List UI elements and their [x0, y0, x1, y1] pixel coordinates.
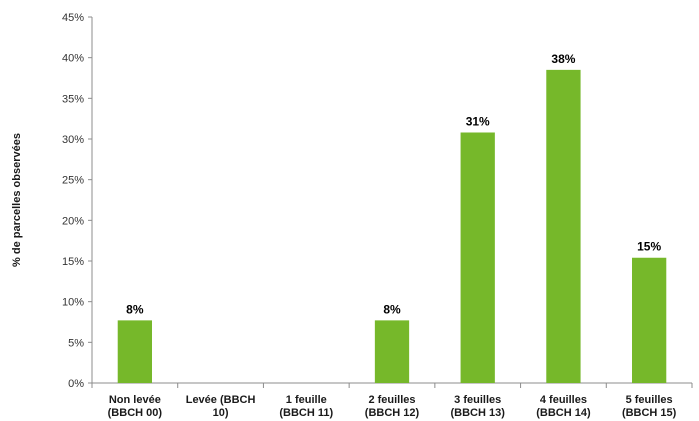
y-tick-label: 10% — [62, 297, 84, 309]
y-tick-label: 45% — [62, 12, 84, 24]
y-tick-label: 20% — [62, 215, 84, 227]
bar — [460, 132, 495, 383]
y-tick-label: 25% — [62, 175, 84, 187]
y-tick-label: 35% — [62, 93, 84, 105]
bar — [632, 257, 667, 383]
x-category-label: (BBCH 12) — [365, 407, 420, 419]
y-tick-label: 40% — [62, 53, 84, 65]
bar — [546, 69, 581, 383]
data-labels: 8% 8% 31% 38% 15% — [126, 52, 661, 317]
bar — [374, 320, 410, 383]
y-tick-label: 30% — [62, 134, 84, 146]
y-tick-label: 5% — [68, 337, 84, 349]
x-category-label: 3 feuilles — [454, 394, 501, 406]
x-category-label: 5 feuilles — [626, 394, 673, 406]
data-label: 31% — [466, 114, 490, 128]
y-tick-label: 15% — [62, 256, 84, 268]
x-category-label: (BBCH 11) — [279, 407, 333, 419]
x-category-label: (BBCH 00) — [108, 407, 163, 419]
x-category-label: (BBCH 14) — [536, 407, 591, 419]
bars — [117, 69, 667, 383]
y-axis-title-group: % de parcelles observées — [11, 133, 23, 267]
data-label: 38% — [551, 52, 575, 66]
x-category-label: 10) — [213, 407, 229, 419]
data-label: 8% — [383, 302, 401, 316]
y-tick-label: 0% — [68, 378, 84, 390]
x-category-label: 2 feuilles — [368, 394, 415, 406]
x-category-label: 1 feuille — [286, 394, 327, 406]
data-label: 15% — [637, 240, 661, 254]
y-axis-title: % de parcelles observées — [11, 133, 23, 267]
data-label: 8% — [126, 302, 144, 316]
x-axis — [91, 382, 693, 388]
x-category-label: (BBCH 15) — [622, 407, 677, 419]
x-category-label: 4 feuilles — [540, 394, 587, 406]
x-category-label: Levée (BBCH — [186, 394, 256, 406]
x-category-label: (BBCH 13) — [451, 407, 506, 419]
y-axis: 0% 5% 10% 15% 20% 25% 30% 35% 40% 45% — [62, 12, 93, 390]
x-category-label: Non levée — [109, 394, 161, 406]
bar — [117, 320, 152, 383]
